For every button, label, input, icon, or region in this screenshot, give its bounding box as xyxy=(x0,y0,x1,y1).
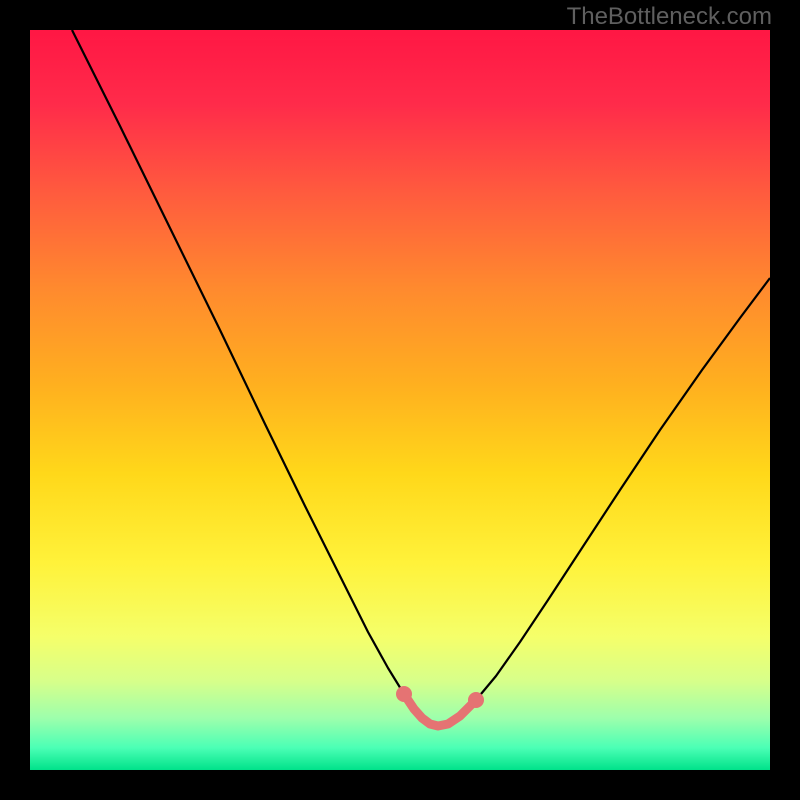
optimal-range-end-dot xyxy=(468,692,484,708)
chart-canvas: TheBottleneck.com xyxy=(0,0,800,800)
bottleneck-curve xyxy=(72,30,770,726)
chart-svg xyxy=(30,30,800,800)
optimal-range-start-dot xyxy=(396,686,412,702)
optimal-range-marker xyxy=(404,694,476,726)
plot-area xyxy=(30,30,770,770)
watermark-text: TheBottleneck.com xyxy=(567,3,772,31)
